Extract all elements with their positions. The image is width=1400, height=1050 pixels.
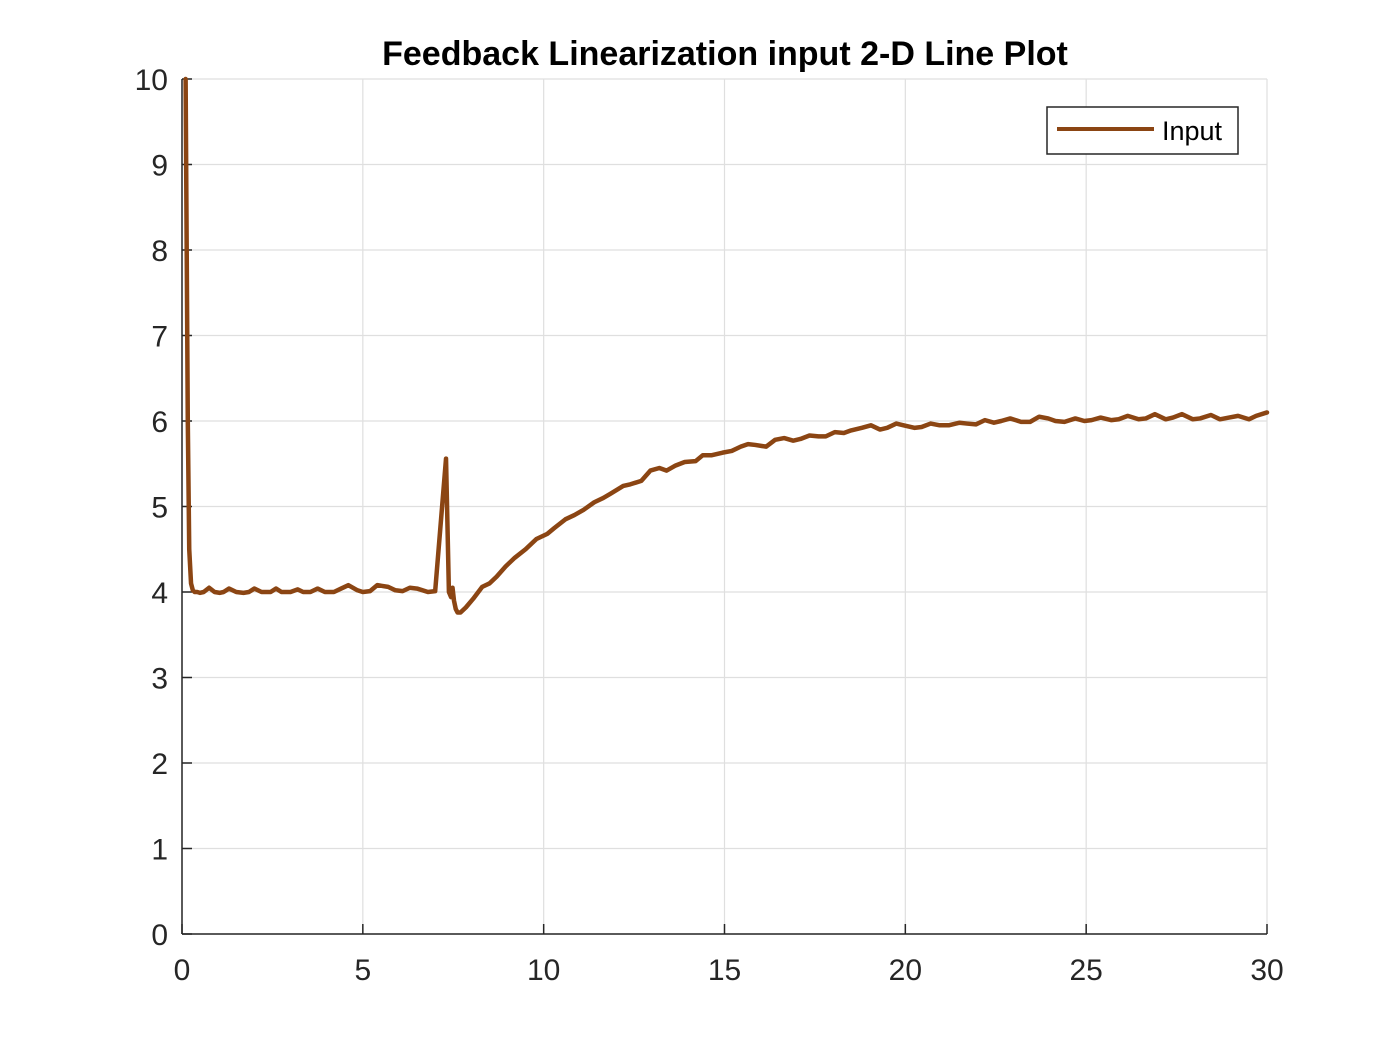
y-tick-label: 9 (151, 150, 168, 183)
plot-area (183, 76, 1270, 615)
y-tick-label: 6 (151, 406, 168, 439)
tick-labels: 0 5 10 15 20 25 30 0 1 2 3 4 5 6 7 8 9 10 (135, 64, 1284, 987)
x-tick-label: 5 (354, 954, 371, 987)
y-tick-label: 2 (151, 748, 168, 781)
grid-lines (181, 78, 1268, 935)
x-tick-label: 25 (1069, 954, 1102, 987)
y-tick-label: 0 (151, 919, 168, 952)
axes (181, 78, 1268, 935)
legend: Input (1046, 106, 1239, 155)
chart-title: Feedback Linearization input 2-D Line Pl… (382, 35, 1068, 73)
x-tick-label: 20 (889, 954, 922, 987)
x-tick-label: 10 (527, 954, 560, 987)
y-tick-label: 5 (151, 492, 168, 525)
x-tick-label: 30 (1250, 954, 1283, 987)
x-tick-label: 0 (174, 954, 191, 987)
y-tick-label: 7 (151, 321, 168, 354)
y-tick-label: 8 (151, 235, 168, 268)
y-tick-label: 10 (135, 64, 168, 97)
y-tick-label: 3 (151, 663, 168, 696)
x-tick-label: 15 (708, 954, 741, 987)
y-tick-label: 1 (151, 834, 168, 867)
y-tick-label: 4 (151, 577, 168, 610)
series-line-input (183, 76, 1270, 615)
legend-label-input: Input (1162, 116, 1223, 146)
